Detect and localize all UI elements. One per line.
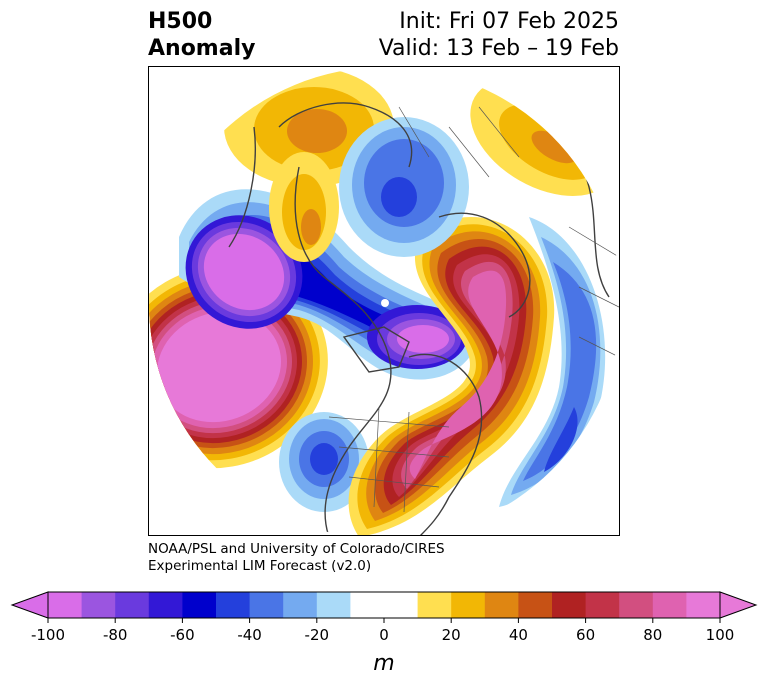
valid-date: Valid: 13 Feb – 19 Feb — [378, 36, 619, 61]
title-line-2: Anomaly — [148, 36, 256, 61]
country-borders — [328, 106, 619, 513]
colorbar-swatch — [216, 592, 251, 618]
hudson-low-anomaly — [367, 305, 467, 369]
colorbar-unit-label: m — [373, 651, 394, 676]
colorbar-swatch — [417, 592, 452, 618]
colorbar-swatch — [182, 592, 217, 618]
map-canvas — [149, 67, 619, 535]
colorbar-swatch — [451, 592, 486, 618]
colorbar-swatch — [686, 592, 721, 618]
alaska-low-anomaly — [185, 215, 303, 329]
colorbar-swatch — [81, 592, 116, 618]
credit-line-1: NOAA/PSL and University of Colorado/CIRE… — [148, 541, 445, 557]
colorbar-tick-label: 40 — [509, 626, 528, 644]
colorbar-swatch — [652, 592, 687, 618]
colorbar-swatch — [585, 592, 620, 618]
colorbar-svg: -100 -80 -60 -40 -20 0 20 40 60 80 100 m — [10, 591, 758, 676]
colorbar-swatch — [484, 592, 519, 618]
colorbar-tick-label: 100 — [706, 626, 735, 644]
colorbar-extend-high — [719, 591, 758, 619]
title-line-1: H500 — [148, 9, 213, 34]
colorbar-swatch — [552, 592, 587, 618]
anomaly-map — [148, 66, 620, 536]
colorbar-swatch — [115, 592, 150, 618]
colorbar-tick-label: -100 — [31, 626, 65, 644]
date-info: Init: Fri 07 Feb 2025 Valid: 13 Feb – 19… — [379, 8, 619, 62]
credit-text: NOAA/PSL and University of Colorado/CIRE… — [148, 541, 445, 575]
init-date: Init: Fri 07 Feb 2025 — [399, 9, 619, 34]
colorbar-swatch — [350, 592, 385, 618]
colorbar-swatch — [384, 592, 419, 618]
colorbar-swatch — [619, 592, 654, 618]
colorbar-tick-label: 0 — [379, 626, 389, 644]
colorbar-tick-label: -60 — [170, 626, 195, 644]
colorbar-swatch — [283, 592, 318, 618]
colorbar-tick-label: -40 — [237, 626, 262, 644]
colorbar-extend-low — [10, 591, 49, 619]
colorbar-tick-label: 20 — [442, 626, 461, 644]
colorbar-swatch — [249, 592, 284, 618]
north-pole-marker — [381, 299, 389, 307]
southwest-low-anomaly — [279, 412, 369, 512]
arctic-low-anomaly — [339, 117, 469, 257]
colorbar: -100 -80 -60 -40 -20 0 20 40 60 80 100 m — [0, 586, 768, 686]
colorbar-swatch — [48, 592, 83, 618]
colorbar-swatch — [518, 592, 553, 618]
colorbar-tick-label: 60 — [576, 626, 595, 644]
colorbar-swatch — [316, 592, 351, 618]
atlantic-low-anomaly — [499, 217, 606, 507]
credit-line-2: Experimental LIM Forecast (v2.0) — [148, 558, 372, 574]
colorbar-swatch — [148, 592, 183, 618]
colorbar-tick-label: -80 — [103, 626, 128, 644]
colorbar-tick-label: -20 — [305, 626, 330, 644]
map-title: H500 Anomaly — [148, 8, 255, 62]
colorbar-tick-label: 80 — [643, 626, 662, 644]
